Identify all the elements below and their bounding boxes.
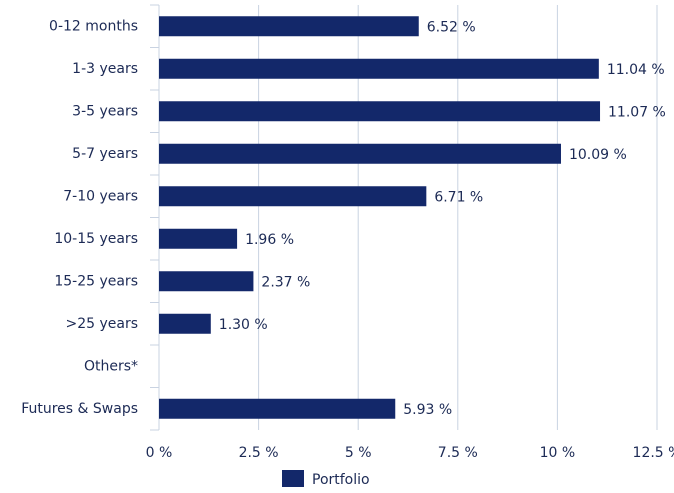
value-label: 6.52 % [427,19,476,35]
legend-swatch [282,470,304,487]
value-label: 11.07 % [608,104,666,120]
y-tick-label: 10-15 years [54,231,138,247]
x-tick-label: 5 % [345,445,372,461]
x-tick-label: 10 % [540,445,576,461]
y-tick-label: 0-12 months [49,18,138,34]
x-tick-label: 12.5 % [633,445,674,461]
value-label: 2.37 % [261,274,310,290]
y-tick-label: 7-10 years [63,188,138,204]
value-label: 6.71 % [434,189,483,205]
value-label: 5.93 % [403,402,452,418]
value-label: 1.96 % [245,232,294,248]
value-label: 1.30 % [219,317,268,333]
y-tick-label: Futures & Swaps [21,401,138,417]
legend-label: Portfolio [312,472,370,488]
value-label: 11.04 % [607,62,665,78]
x-tick-label: 0 % [146,445,173,461]
bar [159,228,238,249]
bar [159,271,254,292]
value-label: 10.09 % [569,147,627,163]
bar [159,143,561,164]
x-tick-label: 2.5 % [239,445,279,461]
bar [159,16,419,37]
y-tick-label: 15-25 years [54,273,138,289]
y-tick-label: >25 years [65,316,138,332]
x-tick-label: 7.5 % [438,445,478,461]
bar [159,398,396,419]
y-tick-label: Others* [84,358,138,374]
y-tick-label: 5-7 years [72,146,138,162]
bar [159,58,599,79]
bar [159,101,601,122]
bar [159,186,427,207]
bar [159,313,211,334]
y-tick-label: 3-5 years [72,103,138,119]
y-tick-label: 1-3 years [72,61,138,77]
